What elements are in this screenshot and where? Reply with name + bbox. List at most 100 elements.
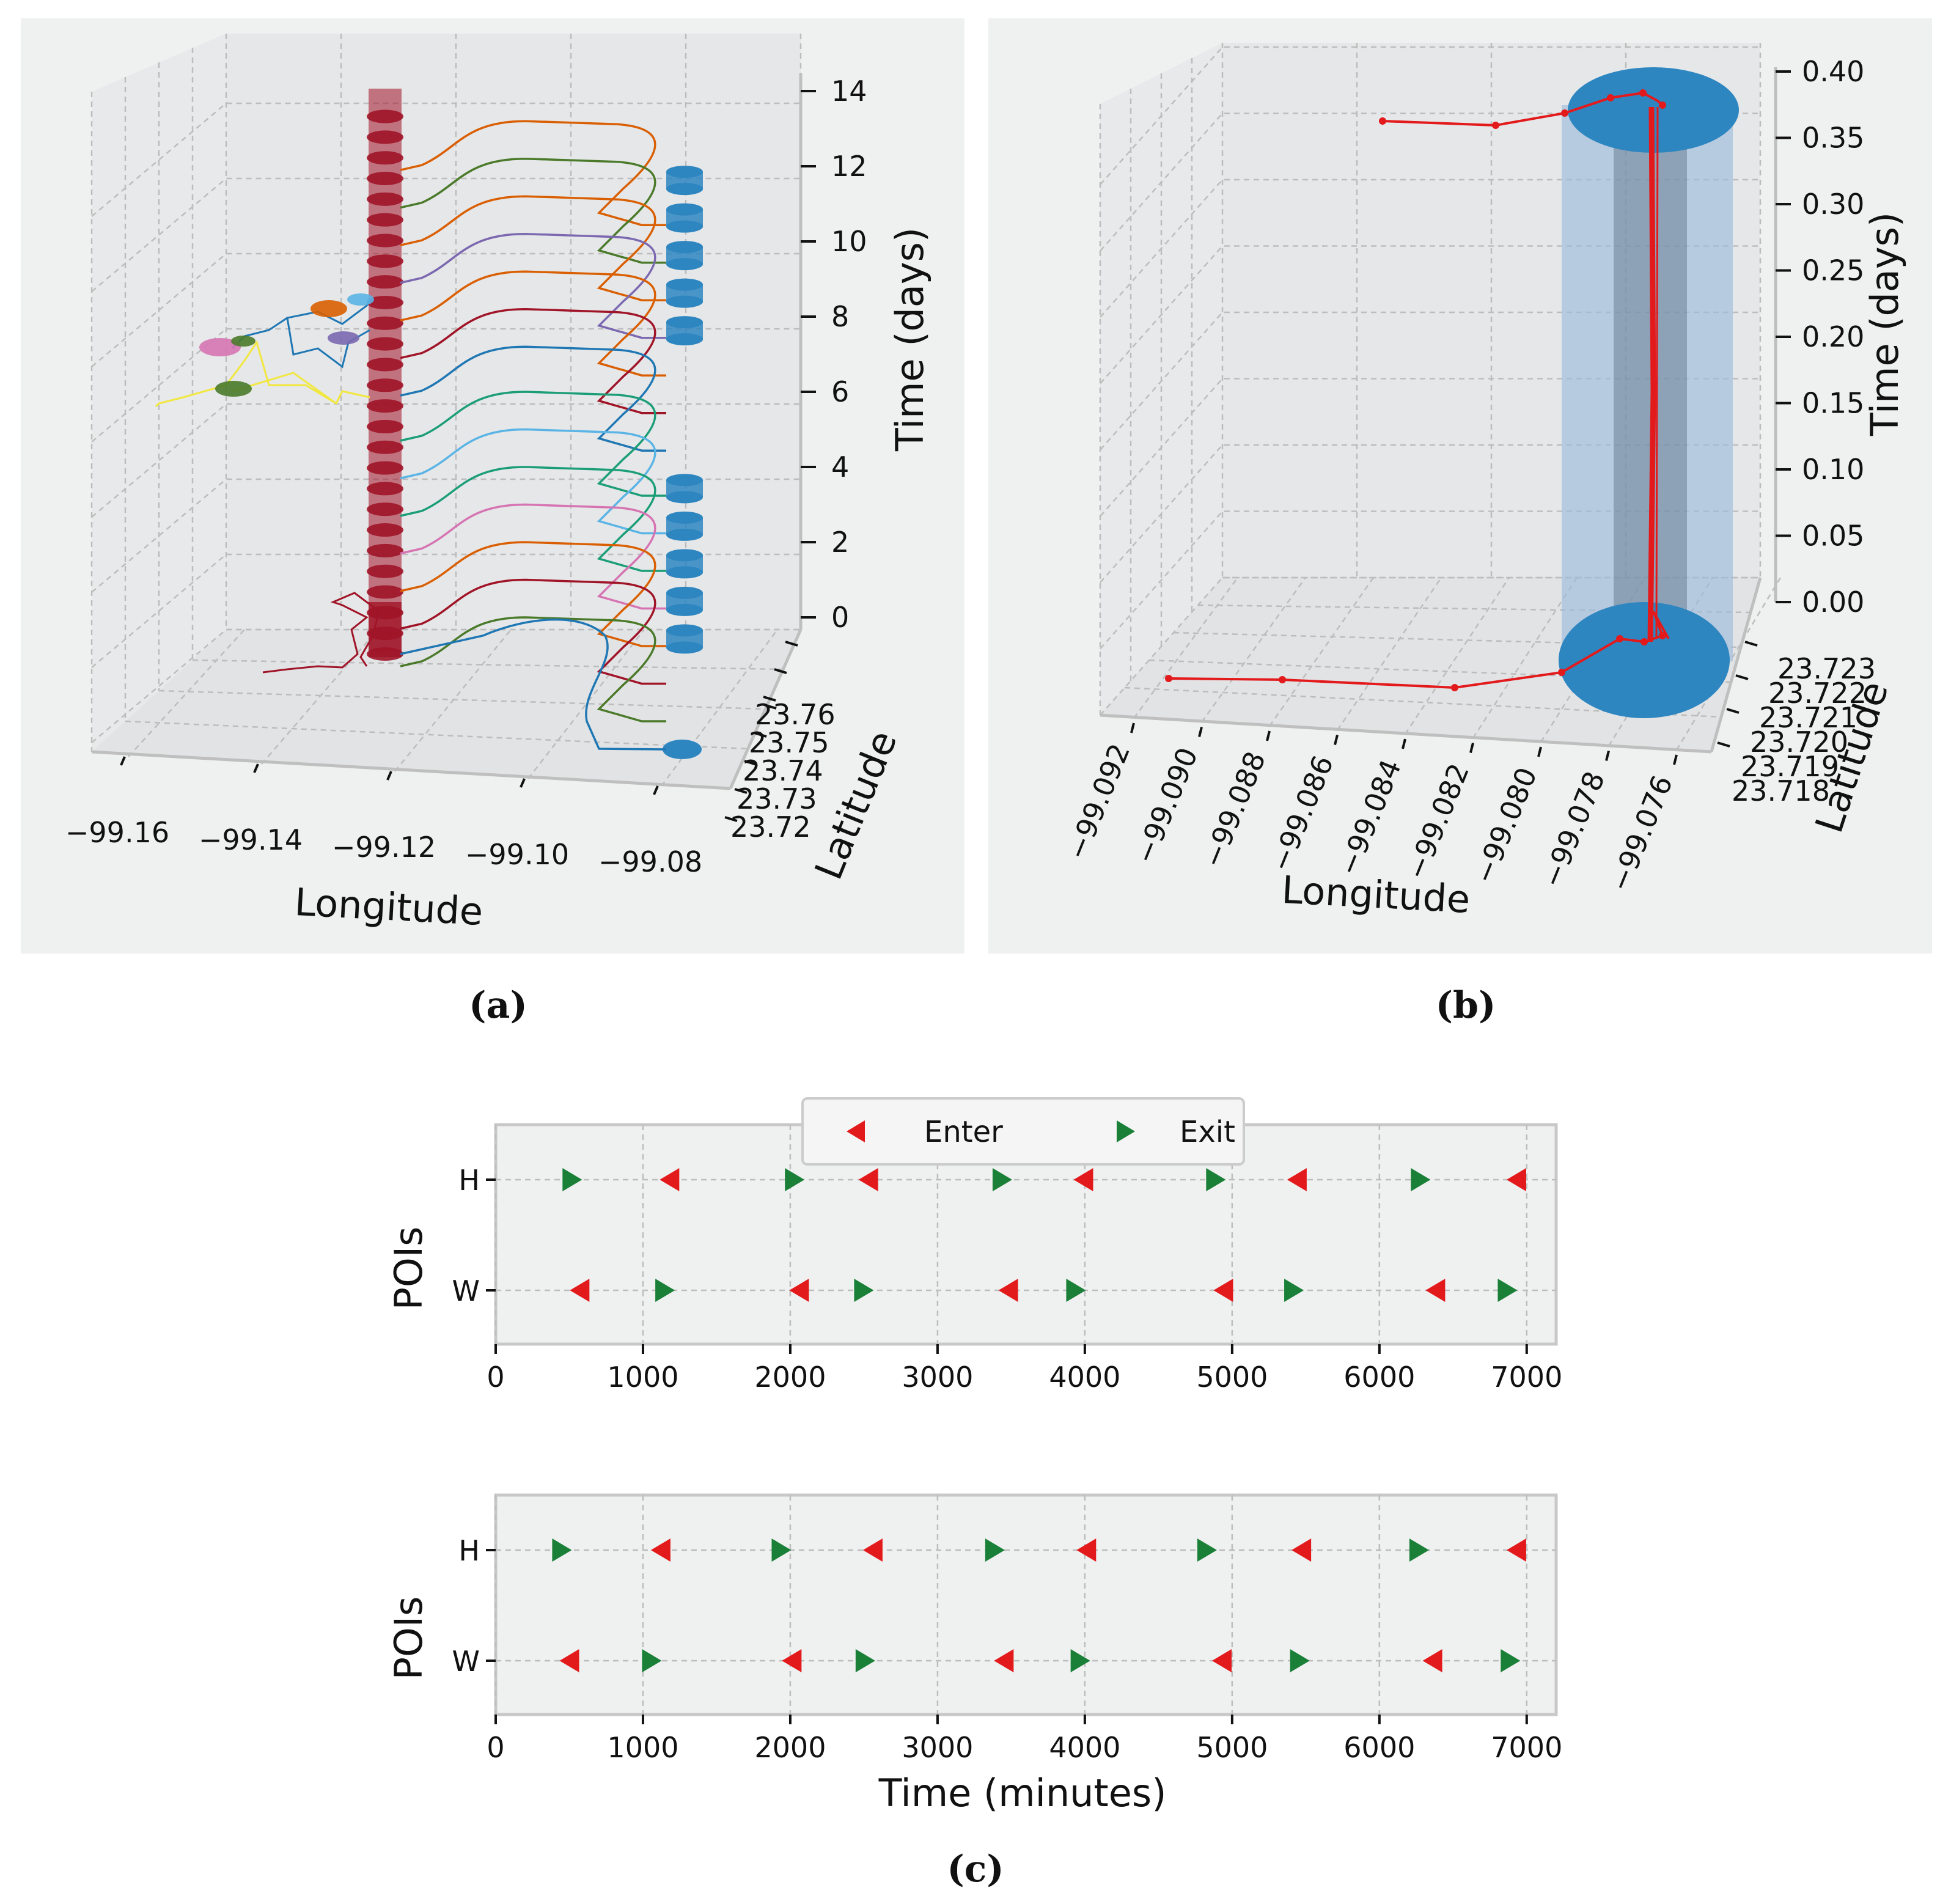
poi-w-disk (666, 333, 703, 346)
grid-line (1540, 577, 1646, 743)
y-tick-mark (785, 641, 798, 647)
panel-a-y-axis-line (729, 628, 803, 790)
x-tick-mark (1605, 751, 1610, 761)
exit-marker (985, 1538, 1005, 1562)
enter-marker (782, 1649, 802, 1672)
x-tick-mark (253, 763, 259, 773)
y-tick-mark (1744, 641, 1758, 647)
poi-h-disk (367, 213, 403, 227)
x-tick-mark (1673, 754, 1678, 765)
y-tick-mark (754, 732, 767, 738)
exit-marker (854, 1279, 874, 1302)
enter-marker (1073, 1168, 1093, 1191)
x-tick-label: −99.08 (598, 845, 702, 878)
poi-h-disk (367, 233, 403, 248)
y-tick-label: 23.721 (1759, 701, 1857, 734)
panel-c: H W 0 1000 2000 3000 4000 5000 6000 7000 H W 0 1000 2… (386, 1097, 1562, 1815)
poi-w-disk (666, 511, 703, 524)
panel-a-caption: (a) (469, 984, 527, 1027)
y-tick-label: 23.718 (1732, 774, 1830, 807)
grid-line (660, 629, 779, 787)
track-point (1279, 676, 1286, 683)
panel-b-z-label: Time (days) (1862, 212, 1907, 436)
enter-marker (650, 1538, 671, 1562)
exit-marker (1409, 1538, 1429, 1562)
poi-w-disk (666, 295, 703, 308)
poi-w-disk (666, 316, 703, 329)
trip-line (400, 391, 666, 497)
poi-w-disk (666, 528, 703, 541)
track-point (1165, 675, 1172, 682)
panel-a-left-wall (92, 34, 226, 752)
track-point (1561, 109, 1568, 117)
grid-line (91, 102, 801, 217)
track-point (1659, 101, 1666, 109)
z-tick-label: 0.30 (1802, 188, 1864, 221)
grid-line (394, 629, 512, 772)
grid-line (192, 659, 784, 671)
panel-c-legend: Enter Exit (801, 1097, 1245, 1166)
side-cluster-disk (347, 293, 374, 306)
x-tick-label: 7000 (1491, 1361, 1562, 1394)
side-trace (286, 299, 371, 369)
panel-c-subplot-2-y-label: POIs (386, 1597, 431, 1680)
side-cluster-disk (328, 331, 359, 345)
exit-marker (562, 1168, 582, 1191)
trip-line (400, 232, 666, 339)
x-tick-label: 6000 (1343, 1361, 1415, 1394)
panel-a-z-label: Time (days) (887, 227, 932, 452)
x-tick-label: 4000 (1049, 1731, 1120, 1764)
x-tick-label: 5000 (1196, 1361, 1268, 1394)
track-point (1616, 635, 1623, 642)
panel-a-traces (155, 89, 703, 759)
y-tick-mark (744, 760, 757, 766)
panel-b-x-label: Longitude (1280, 867, 1471, 922)
trip-line (400, 466, 666, 572)
x-tick-mark (1198, 727, 1203, 737)
y-tick-label: W (452, 1645, 480, 1678)
side-cluster-disk (310, 300, 347, 317)
exit-marker (992, 1168, 1012, 1191)
x-tick-label: 2000 (754, 1731, 826, 1764)
trip-line (400, 428, 666, 535)
enter-marker (1506, 1168, 1526, 1191)
track-point (1607, 94, 1614, 101)
poi-w-disk (666, 203, 703, 216)
grid-line (261, 629, 378, 765)
enter-marker (1422, 1649, 1442, 1672)
poi-w-disk (666, 586, 703, 599)
track-line-vertical (1647, 106, 1656, 642)
grid-line (527, 629, 645, 779)
poi-h-disk (367, 419, 403, 433)
poi-h-disk (367, 378, 403, 392)
track-line-vertical (1655, 106, 1659, 639)
poi-h-disk (367, 192, 403, 206)
legend-exit-marker (1117, 1120, 1135, 1142)
poi-h-disk (367, 523, 403, 537)
exit-marker (1290, 1649, 1310, 1672)
poi-w-disk (666, 566, 703, 579)
enter-marker (1506, 1538, 1526, 1562)
poi-w-disk (666, 641, 703, 654)
side-cluster-disk (231, 336, 255, 347)
x-tick-mark (1130, 722, 1135, 733)
x-tick-label: −99.10 (465, 838, 569, 871)
poi-h-disk (367, 399, 403, 413)
exit-marker (642, 1649, 662, 1672)
y-tick-label: 23.723 (1777, 652, 1876, 685)
poi-h-disk (367, 151, 403, 165)
legend-box (801, 1097, 1245, 1166)
poi-h-disk (367, 172, 403, 186)
poi-h-disk (367, 109, 403, 123)
track-point (1492, 122, 1499, 129)
panel-b: 0.000.050.100.150.200.250.300.350.40−99.… (988, 18, 1932, 954)
poi-h-disk (367, 295, 403, 309)
z-tick-label: 0.15 (1802, 387, 1864, 420)
exit-marker (855, 1649, 875, 1672)
y-tick-label: H (458, 1534, 480, 1567)
exit-marker (1411, 1168, 1431, 1191)
y-tick-label: 23.72 (730, 810, 811, 844)
poi-h-disk (367, 275, 403, 289)
x-tick-label: 0 (487, 1731, 504, 1764)
x-tick-mark (1537, 746, 1542, 757)
